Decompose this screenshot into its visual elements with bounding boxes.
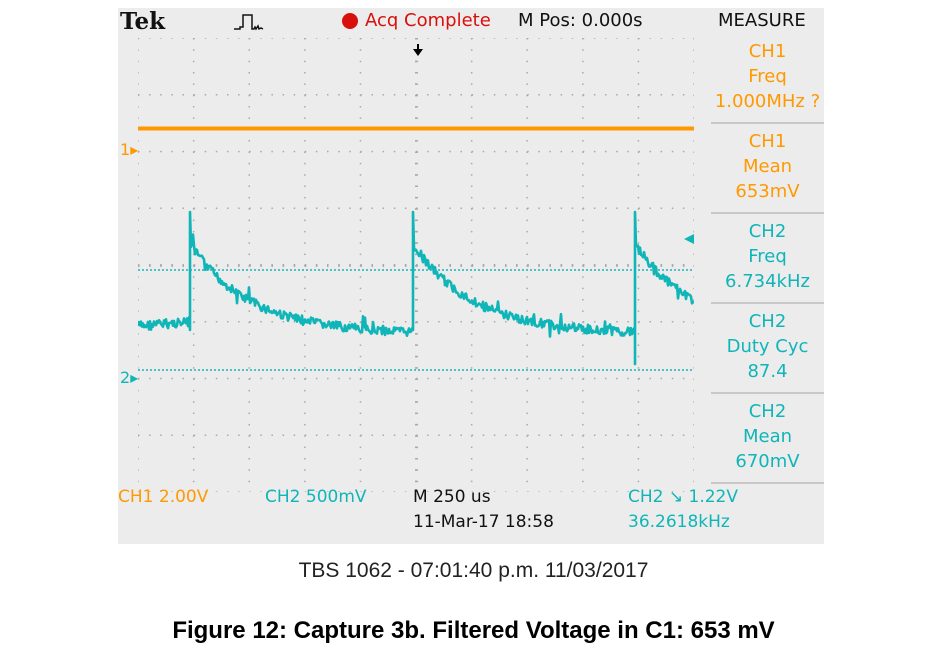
trigger-waveform-icon: [234, 14, 264, 31]
measure-name: Duty Cyc: [726, 336, 809, 357]
measure-title: MEASURE: [718, 10, 806, 31]
ch2-trace: [138, 210, 694, 366]
trigger-level-arrow-icon: [684, 234, 694, 244]
measure-channel: CH1: [748, 131, 787, 152]
measure-panel: CH1 Freq 1.000MHz ? CH1 Mean 653mV CH2 F…: [711, 38, 824, 492]
ch2-scale: CH2 500mV: [265, 487, 367, 507]
figure-title: Figure 12: Capture 3b. Filtered Voltage …: [172, 617, 775, 644]
timebase: M 250 us: [413, 487, 491, 507]
ch2-marker-icon: 2▸: [120, 368, 139, 387]
measure-value: 6.734kHz: [725, 271, 810, 292]
measure-value: 653mV: [735, 181, 800, 202]
timestamp: 11-Mar-17 18:58: [413, 512, 554, 532]
measure-value: 1.000MHz ?: [714, 91, 821, 112]
horizontal-position: M Pos: 0.000s: [518, 10, 643, 31]
measure-channel: CH2: [748, 401, 787, 422]
measure-ch2-freq[interactable]: CH2 Freq 6.734kHz: [711, 218, 824, 304]
measure-ch1-mean[interactable]: CH1 Mean 653mV: [711, 128, 824, 214]
trigger-frequency: 36.2618kHz: [628, 512, 730, 532]
brand-label: Tek: [120, 8, 166, 35]
measure-value: 87.4: [747, 361, 788, 382]
oscilloscope-screen: Tek Acq Complete M Pos: 0.000s MEASURE 1…: [118, 8, 824, 544]
trigger-setting: CH2 ↘ 1.22V: [628, 487, 739, 507]
graticule: [138, 38, 694, 492]
measure-name: Freq: [748, 66, 787, 87]
measure-ch2-duty-cycle[interactable]: CH2 Duty Cyc 87.4: [711, 308, 824, 394]
measure-channel: CH2: [748, 311, 787, 332]
measure-ch2-mean[interactable]: CH2 Mean 670mV: [711, 398, 824, 484]
grid-dots: [138, 38, 694, 492]
measure-ch1-freq[interactable]: CH1 Freq 1.000MHz ?: [711, 38, 824, 124]
measure-name: Mean: [742, 156, 793, 177]
ch1-marker-icon: 1▸: [120, 140, 139, 159]
measure-channel: CH1: [748, 41, 787, 62]
trigger-position-arrow-icon: [413, 44, 423, 56]
measure-name: Freq: [748, 246, 787, 267]
ch1-scale: CH1 2.00V: [118, 487, 209, 507]
measure-name: Mean: [742, 426, 793, 447]
acquisition-dot-icon: [342, 13, 358, 29]
measure-channel: CH2: [748, 221, 787, 242]
acquisition-status: Acq Complete: [365, 10, 491, 31]
instrument-caption: TBS 1062 - 07:01:40 p.m. 11/03/2017: [298, 559, 649, 582]
measure-value: 670mV: [735, 451, 800, 472]
